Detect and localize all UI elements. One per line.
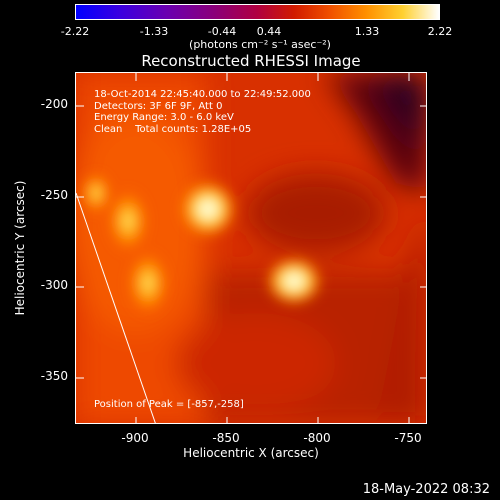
x-axis-label: Heliocentric X (arcsec) <box>183 446 319 460</box>
annotation-clean: Clean Total counts: 1.28E+05 <box>94 123 252 135</box>
annotation-time: 18-Oct-2014 22:45:40.000 to 22:49:52.000 <box>94 89 311 100</box>
annotation-detectors: Detectors: 3F 6F 9F, Att 0 <box>94 100 223 112</box>
image-title: Reconstructed RHESSI Image <box>141 52 361 70</box>
colorbar-tick-label: 1.33 <box>354 25 380 38</box>
colorbar-tick-label: -0.44 <box>207 25 237 38</box>
colorbar-tick-label: -2.22 <box>60 25 90 38</box>
colorbar <box>75 4 440 20</box>
rhessi-image: 18-Oct-2014 22:45:40.000 to 22:49:52.000… <box>75 72 427 424</box>
solar-limb <box>76 192 156 423</box>
y-tick-label: -350 <box>40 369 68 383</box>
x-tick-label: -750 <box>394 431 422 445</box>
colorbar-tick-label: -1.33 <box>139 25 169 38</box>
colorbar-tick-label: 2.22 <box>427 25 453 38</box>
x-tick-label: -800 <box>303 431 331 445</box>
colorbar-tick-label: 0.44 <box>256 25 282 38</box>
tick-marks <box>76 73 426 423</box>
x-tick-label: -900 <box>121 431 149 445</box>
x-tick-label: -850 <box>212 431 240 445</box>
annotation-energy: Energy Range: 3.0 - 6.0 keV <box>94 112 234 123</box>
y-axis-label: Heliocentric Y (arcsec) <box>13 180 27 316</box>
y-tick-label: -250 <box>40 188 68 202</box>
y-tick-label: -300 <box>40 278 68 292</box>
y-tick-label: -200 <box>40 97 68 111</box>
footer-timestamp: 18-May-2022 08:32 <box>362 482 490 497</box>
annotation-peak: Position of Peak = [-857,-258] <box>94 399 244 410</box>
image-canvas <box>76 73 426 423</box>
colorbar-units: (photons cm⁻² s⁻¹ asec⁻²) <box>189 38 331 51</box>
